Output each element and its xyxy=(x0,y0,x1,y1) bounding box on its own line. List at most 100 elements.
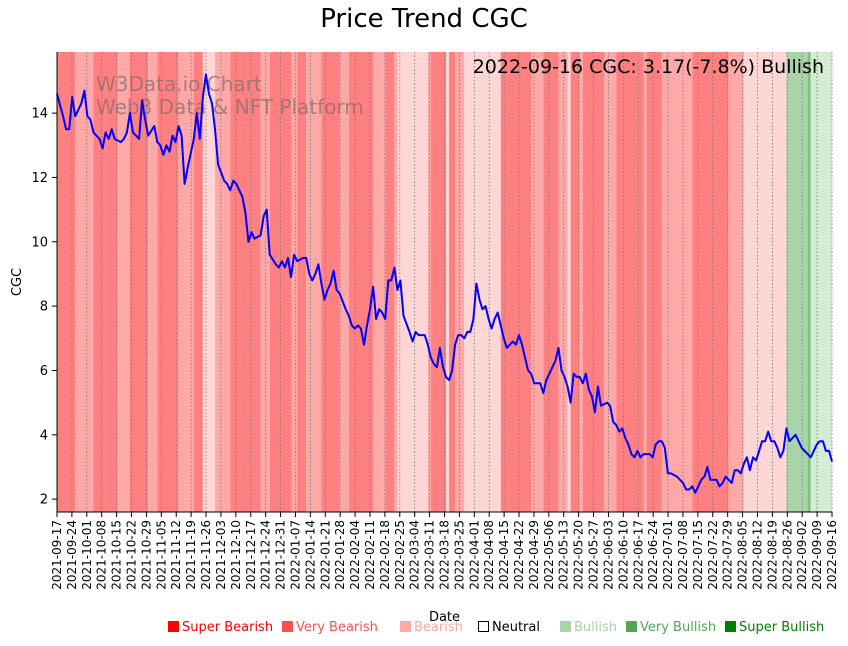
x-tick-label: 2021-12-03 xyxy=(214,520,228,590)
x-tick-label: 2022-07-15 xyxy=(691,520,705,590)
legend-swatch xyxy=(725,621,736,632)
legend-swatch xyxy=(400,621,411,632)
sentiment-band xyxy=(385,52,395,512)
y-tick-label: 4 xyxy=(40,428,48,443)
legend-label: Super Bullish xyxy=(739,620,825,635)
sentiment-band xyxy=(446,52,450,512)
sentiment-band xyxy=(178,52,194,512)
sentiment-band xyxy=(531,52,544,512)
legend-item: Very Bullish xyxy=(626,620,716,635)
legend-item: Very Bearish xyxy=(282,620,378,635)
watermark-title: W3Data.io Chart xyxy=(96,72,262,96)
x-tick-label: 2022-06-03 xyxy=(601,520,615,590)
x-tick-label: 2022-01-14 xyxy=(303,520,317,590)
y-tick-label: 8 xyxy=(40,300,48,315)
price-line xyxy=(56,73,833,494)
x-tick-label: 2021-10-01 xyxy=(80,520,94,590)
sentiment-band xyxy=(449,52,456,512)
x-tick-label: 2022-07-29 xyxy=(721,520,735,590)
x-tick-label: 2022-03-11 xyxy=(423,520,437,590)
legend-swatch xyxy=(168,621,179,632)
sentiment-band xyxy=(57,52,76,512)
sentiment-band xyxy=(339,52,349,512)
x-tick-label: 2021-12-17 xyxy=(244,520,258,590)
legend-swatch xyxy=(560,621,571,632)
x-tick-label: 2022-03-18 xyxy=(438,520,452,590)
sentiment-band xyxy=(616,52,644,512)
x-tick-label: 2022-03-04 xyxy=(408,520,422,590)
x-tick-label: 2022-01-07 xyxy=(288,520,302,590)
legend-label: Bullish xyxy=(574,620,618,635)
y-axis-label: CGC xyxy=(10,268,25,296)
sentiment-band xyxy=(643,52,647,512)
sentiment-band xyxy=(430,52,447,512)
sentiment-band xyxy=(148,52,158,512)
legend-item: Bearish xyxy=(400,620,463,635)
sentiment-band xyxy=(373,52,386,512)
legend-label: Bearish xyxy=(414,620,463,635)
sentiment-band xyxy=(604,52,617,512)
x-tick-label: 2022-05-27 xyxy=(587,520,601,590)
legend: Super Bearish Very Bearish Bearish Neutral B… xyxy=(0,620,848,640)
x-tick-label: 2021-11-19 xyxy=(184,520,198,590)
legend-item: Bullish xyxy=(560,620,617,635)
x-tick-label: 2022-04-29 xyxy=(527,520,541,590)
sentiment-band xyxy=(427,52,431,512)
sentiment-band xyxy=(193,52,203,512)
chart-title: Price Trend CGC xyxy=(320,4,528,34)
x-tick-label: 2021-11-05 xyxy=(154,520,168,590)
y-tick-label: 2 xyxy=(40,493,48,508)
x-tick-label: 2022-01-28 xyxy=(333,520,347,590)
x-tick-label: 2022-07-01 xyxy=(661,520,675,590)
x-tick-label: 2021-12-10 xyxy=(229,520,243,590)
y-tick-label: 6 xyxy=(40,364,48,379)
x-tick-label: 2022-03-25 xyxy=(452,520,466,590)
x-tick-label: 2022-04-22 xyxy=(512,520,526,590)
x-tick-label: 2021-11-12 xyxy=(169,520,183,590)
x-tick-label: 2021-12-31 xyxy=(274,520,288,590)
x-tick-label: 2022-02-25 xyxy=(393,520,407,590)
sentiment-band xyxy=(464,52,501,512)
sentiment-band xyxy=(579,52,583,512)
legend-label: Super Bearish xyxy=(182,620,274,635)
x-tick-label: 2022-09-09 xyxy=(810,520,824,590)
x-tick-label: 2022-08-26 xyxy=(780,520,794,590)
x-tick-label: 2021-10-29 xyxy=(139,520,153,590)
x-tick-label: 2021-09-24 xyxy=(65,520,79,590)
sentiment-band xyxy=(269,52,292,512)
x-tick-label: 2022-08-19 xyxy=(765,520,779,590)
sentiment-band xyxy=(810,52,832,512)
sentiment-band xyxy=(291,52,298,512)
sentiment-band xyxy=(129,52,149,512)
legend-item: Super Bullish xyxy=(725,620,824,635)
watermark-subtitle: Web3 Data & NFT Platform xyxy=(96,95,364,119)
sentiment-band xyxy=(661,52,693,512)
legend-swatch xyxy=(478,621,489,632)
x-tick-label: 2021-10-15 xyxy=(110,520,124,590)
x-tick-label: 2021-10-08 xyxy=(95,520,109,590)
legend-label: Very Bullish xyxy=(640,620,717,635)
x-tick-label: 2022-02-04 xyxy=(348,520,362,590)
sentiment-band xyxy=(157,52,179,512)
sentiment-band xyxy=(570,52,580,512)
x-tick-label: 2021-09-17 xyxy=(50,520,64,590)
legend-item: Super Bearish xyxy=(168,620,273,635)
sentiment-band xyxy=(260,52,270,512)
legend-label: Neutral xyxy=(492,620,540,635)
sentiment-band xyxy=(567,52,571,512)
y-tick-label: 12 xyxy=(31,171,48,186)
y-tick-label: 14 xyxy=(31,107,48,122)
x-tick-label: 2022-06-24 xyxy=(646,520,660,590)
x-axis-label: Date xyxy=(429,610,460,625)
sentiment-band xyxy=(543,52,559,512)
x-tick-label: 2022-04-01 xyxy=(467,520,481,590)
x-tick-label: 2021-12-24 xyxy=(259,520,273,590)
sentiment-band xyxy=(558,52,568,512)
x-tick-label: 2022-05-06 xyxy=(542,520,556,590)
x-tick-label: 2022-06-10 xyxy=(616,520,630,590)
x-tick-label: 2022-07-08 xyxy=(676,520,690,590)
sentiment-band xyxy=(646,52,662,512)
legend-swatch xyxy=(282,621,293,632)
sentiment-band xyxy=(500,52,532,512)
sentiment-band xyxy=(743,52,787,512)
